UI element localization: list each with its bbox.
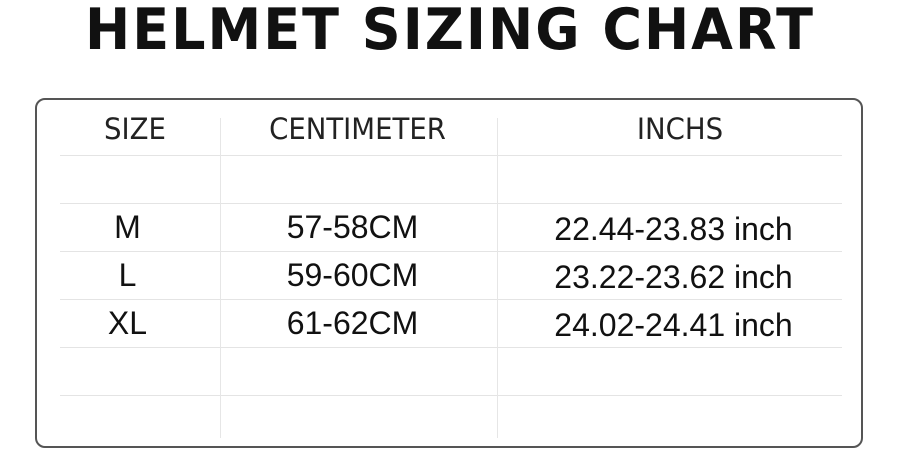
inch-cell: 24.02-24.41 inch (554, 307, 793, 343)
row-divider (60, 299, 842, 300)
row-divider (60, 203, 842, 204)
row-divider (60, 347, 842, 348)
cm-cell: 61-62CM (286, 305, 419, 341)
inch-cell: 22.44-23.83 inch (554, 211, 793, 247)
size-cell: M (114, 209, 141, 245)
header-size: SIZE (104, 112, 166, 146)
row-divider (60, 251, 842, 252)
column-divider (497, 118, 498, 438)
cm-cell: 57-58CM (286, 209, 419, 245)
cm-cell: 59-60CM (286, 257, 419, 293)
size-cell: XL (107, 305, 148, 341)
header-inchs: INCHS (636, 112, 724, 146)
header-centimeter: CENTIMETER (269, 112, 446, 146)
row-divider (60, 395, 842, 396)
chart-title: HELMET SIZING CHART (85, 0, 815, 63)
column-divider (220, 118, 221, 438)
sizing-table-frame (35, 98, 863, 448)
row-divider (60, 155, 842, 156)
size-cell: L (118, 257, 137, 293)
inch-cell: 23.22-23.62 inch (554, 259, 793, 295)
